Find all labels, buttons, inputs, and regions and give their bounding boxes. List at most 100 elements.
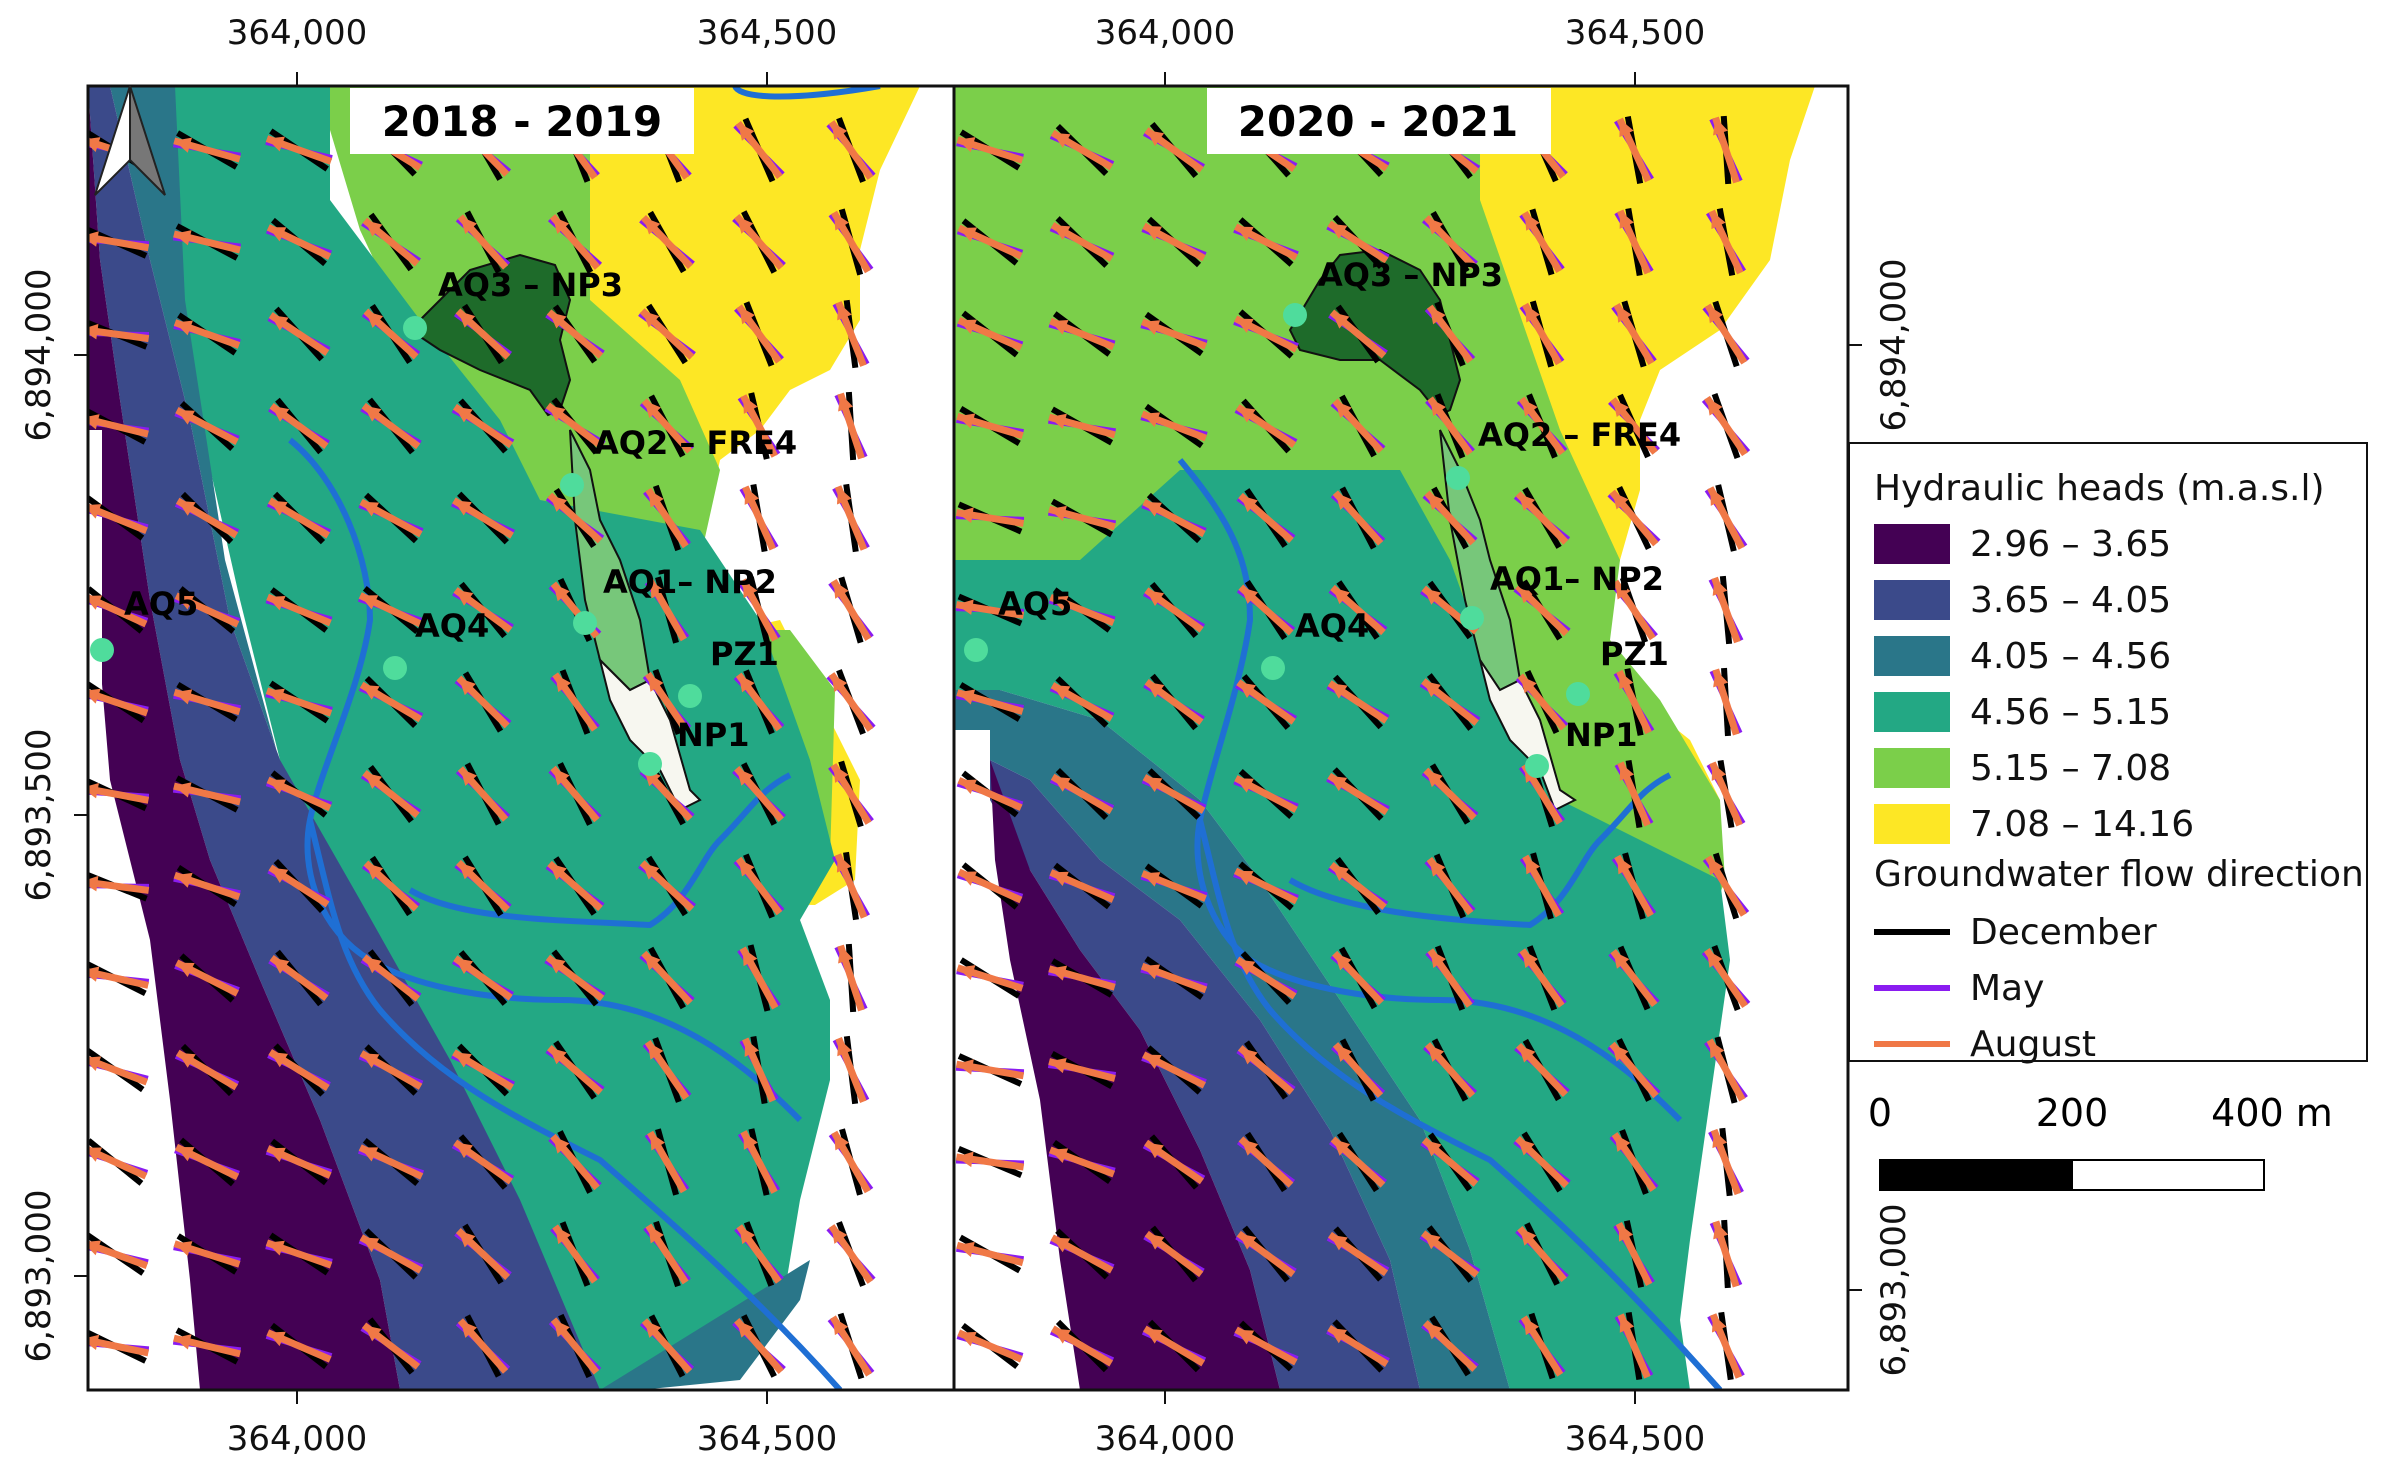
flow-arrowhead xyxy=(1619,119,1634,138)
flow-arrowhead xyxy=(1241,1138,1259,1156)
flow-legend-item: August xyxy=(1874,1022,2096,1066)
head-zone-3.6-4 xyxy=(954,750,1420,1390)
legend-swatch xyxy=(1874,636,1950,676)
flow-arrowhead xyxy=(174,320,193,336)
flow-arrowhead xyxy=(833,212,849,231)
flow-legend-label: August xyxy=(1970,1023,2096,1065)
inactive-cells xyxy=(88,430,102,720)
flow-arrowhead xyxy=(1146,590,1165,607)
flow-arrowhead xyxy=(453,1052,472,1068)
flow-arrowhead xyxy=(1329,683,1348,699)
flow-arrowhead xyxy=(1707,305,1723,324)
flow-arrowhead xyxy=(1050,319,1069,335)
flow-arrowhead xyxy=(360,595,379,610)
flow-arrowhead xyxy=(1519,1228,1537,1246)
flow-arrowhead xyxy=(1423,1233,1441,1250)
flow-arrowhead xyxy=(458,678,476,696)
flow-arrowhead xyxy=(739,1226,756,1245)
well-aq3 xyxy=(403,316,427,340)
flow-arrowhead xyxy=(1329,1234,1348,1251)
well-label: AQ5 xyxy=(124,585,198,623)
flow-arrowhead xyxy=(1617,856,1633,875)
flow-arrowhead xyxy=(831,122,848,140)
well-label: NP1 xyxy=(677,716,750,754)
well-label: PZ1 xyxy=(710,635,779,673)
legend-class-label: 3.65 – 4.05 xyxy=(1970,579,2172,621)
flow-arrowhead xyxy=(553,768,570,786)
flow-arrowhead xyxy=(648,489,664,508)
flow-arrowhead xyxy=(552,1136,570,1154)
flow-arrowhead xyxy=(549,311,567,329)
map-panel-left: 2018 - 2019 AQ3 – NP3 AQ2 – FRE4 AQ1– NP… xyxy=(86,84,956,1392)
scale-label: 0 xyxy=(1868,1091,1892,1135)
flow-arrowhead xyxy=(364,772,383,789)
flow-arrowhead xyxy=(1052,132,1071,148)
flow-arrowhead xyxy=(266,688,285,704)
flow-arrowhead xyxy=(956,507,974,523)
flow-arrowhead xyxy=(1050,1148,1069,1163)
flow-arrowhead xyxy=(1429,858,1446,877)
flow-arrowhead xyxy=(1615,581,1631,600)
well-np1 xyxy=(638,752,662,776)
flow-arrowhead xyxy=(360,1147,379,1162)
flow-arrowhead xyxy=(1049,1057,1067,1074)
legend-class-label: 7.08 – 14.16 xyxy=(1970,803,2195,845)
x-tick-label: 364,000 xyxy=(1095,1419,1236,1459)
flow-arrowhead xyxy=(1331,864,1349,881)
x-tick-label: 364,500 xyxy=(697,13,838,53)
flow-arrowhead xyxy=(1523,1317,1540,1336)
flow-arrowhead xyxy=(268,779,287,794)
well-label: PZ1 xyxy=(1600,635,1669,673)
flow-arrowhead xyxy=(1146,1233,1165,1250)
flow-arrowhead xyxy=(268,227,287,242)
well-aq5 xyxy=(90,638,114,662)
flow-arrowhead xyxy=(642,310,660,328)
map-panel-right: 2020 - 2021 AQ3 – NP3 AQ2 – FRE4 AQ1– NP… xyxy=(952,84,1850,1392)
flow-arrowhead xyxy=(361,501,380,517)
flow-arrowhead xyxy=(460,768,478,786)
flow-arrowhead xyxy=(553,583,570,602)
flow-arrowhead xyxy=(957,1241,975,1257)
flow-arrowhead xyxy=(361,1053,380,1069)
flow-arrowhead xyxy=(177,1052,196,1068)
y-tick-label: 6,893,000 xyxy=(1874,1203,1914,1376)
flow-arrowhead xyxy=(643,953,661,971)
flow-arrowhead xyxy=(1521,398,1538,417)
flow-arrowhead xyxy=(1142,964,1161,980)
flow-arrowhead xyxy=(742,580,758,599)
flow-arrowhead xyxy=(837,1038,852,1057)
flow-arrowhead xyxy=(270,867,289,883)
flow-arrowhead xyxy=(1052,776,1071,792)
flow-arrowhead xyxy=(88,688,101,704)
flow-arrowhead xyxy=(738,858,755,877)
flow-arrowhead xyxy=(836,486,852,505)
flow-arrowhead xyxy=(650,1132,665,1151)
flow-arrowhead xyxy=(455,1142,473,1159)
flow-arrowhead xyxy=(831,1226,848,1244)
flow-arrowhead xyxy=(1049,413,1067,429)
x-tick-label: 364,000 xyxy=(227,13,368,53)
flow-arrowhead xyxy=(744,486,759,505)
flow-arrowhead xyxy=(1430,398,1446,417)
inactive-cells xyxy=(954,730,1060,1390)
flow-arrowhead xyxy=(364,1325,382,1342)
flow-arrowhead xyxy=(458,1230,476,1248)
flow-arrowhead xyxy=(834,1132,850,1151)
flow-arrowhead xyxy=(176,595,195,610)
flow-arrowhead xyxy=(1612,1044,1629,1062)
flow-arrowhead xyxy=(1335,492,1352,510)
y-tick-label: 6,893,500 xyxy=(19,728,59,901)
flow-arrowhead xyxy=(1426,217,1444,235)
flow-arrowhead xyxy=(176,410,195,425)
flow-arrowhead xyxy=(1235,870,1254,886)
flow-arrowhead xyxy=(832,1317,849,1336)
flow-arrowhead xyxy=(738,674,755,693)
flow-arrowhead xyxy=(555,674,571,693)
flow-arrowhead xyxy=(1518,1045,1536,1063)
head-zone-4-4.5 xyxy=(954,690,1510,1390)
flow-arrowhead xyxy=(555,1226,571,1245)
flow-arrowhead xyxy=(1517,1138,1535,1156)
flow-arrowhead xyxy=(1146,130,1165,146)
flow-arrowhead xyxy=(742,948,758,967)
flow-arrowhead xyxy=(1329,223,1348,239)
